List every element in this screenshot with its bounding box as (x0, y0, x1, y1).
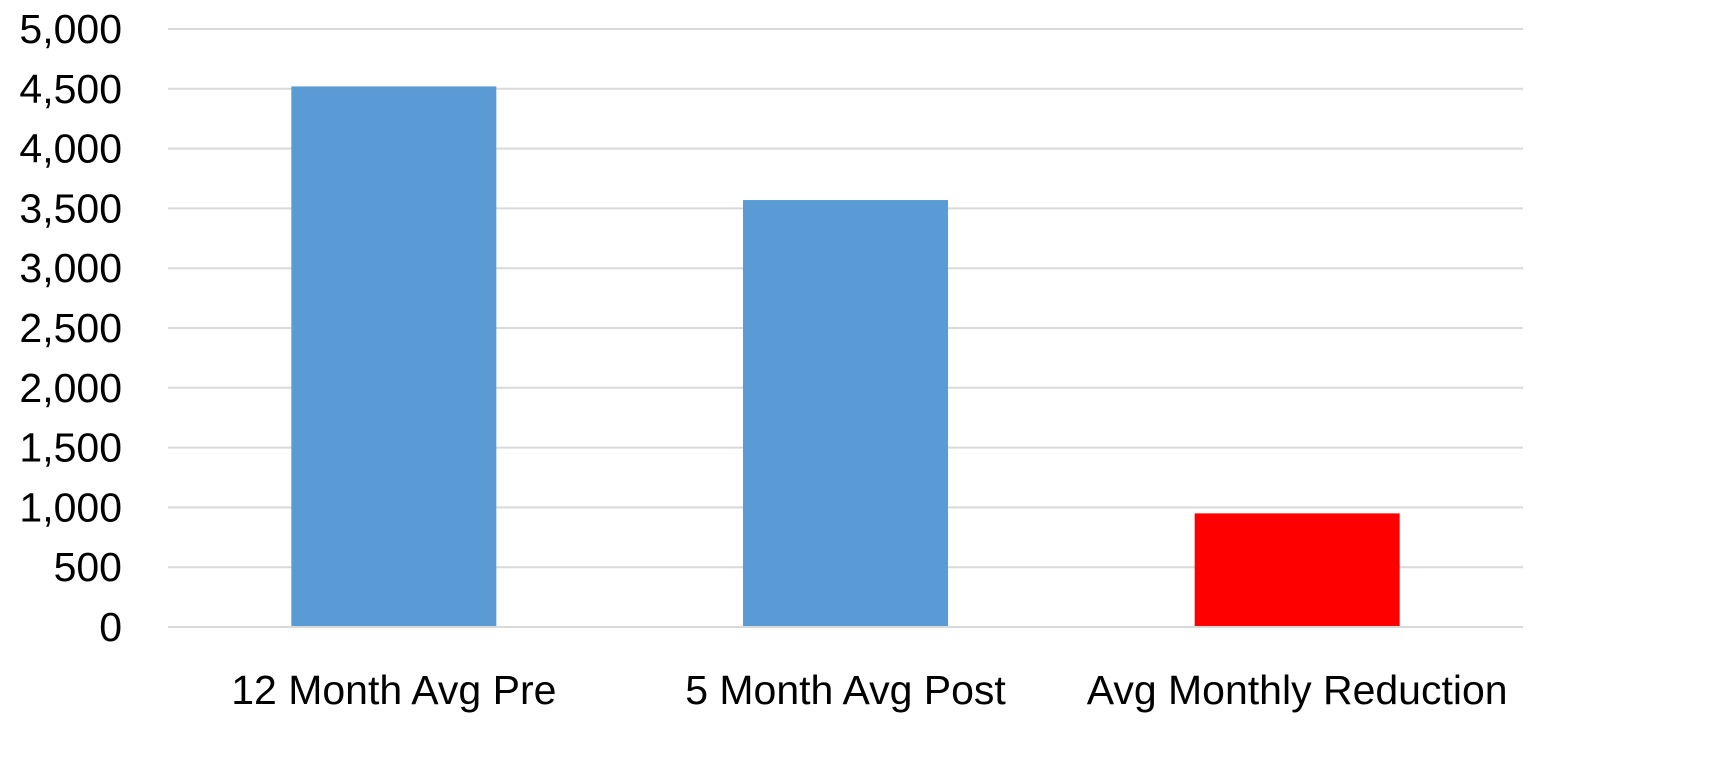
y-tick-label: 500 (54, 544, 122, 590)
y-tick-label: 0 (99, 604, 122, 650)
y-tick-label: 3,500 (19, 185, 122, 231)
y-tick-label: 1,000 (19, 484, 122, 530)
y-tick-label: 4,500 (19, 66, 122, 112)
x-axis-category-labels: 12 Month Avg Pre 5 Month Avg Post Avg Mont… (231, 667, 1507, 713)
x-category-label: Avg Monthly Reduction (1087, 667, 1508, 713)
x-category-label: 12 Month Avg Pre (231, 667, 556, 713)
y-tick-label: 4,000 (19, 126, 122, 172)
bar-3 (1194, 513, 1400, 627)
y-tick-label: 3,000 (19, 245, 122, 291)
x-category-label: 5 Month Avg Post (685, 667, 1006, 713)
bar-1 (291, 86, 497, 627)
bars (291, 86, 1400, 627)
y-axis-tick-labels: 0 500 1,000 1,500 2,000 2,500 3,000 3,500 4,000 4… (19, 6, 122, 650)
y-tick-label: 5,000 (19, 6, 122, 52)
bar-2 (743, 200, 948, 627)
y-tick-label: 1,500 (19, 425, 122, 471)
y-tick-label: 2,000 (19, 365, 122, 411)
y-tick-label: 2,500 (19, 305, 122, 351)
